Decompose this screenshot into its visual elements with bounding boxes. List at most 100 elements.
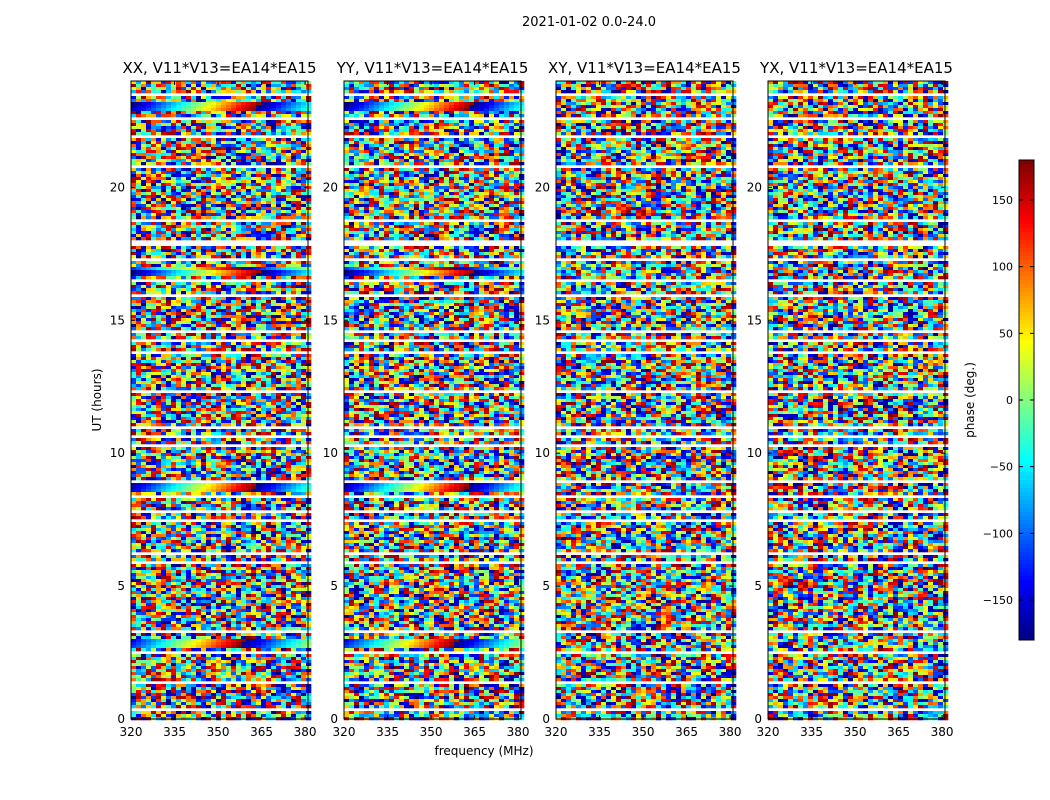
heatmap-cell — [216, 513, 222, 517]
heatmap-cell — [141, 474, 147, 478]
heatmap-cell — [161, 396, 167, 400]
heatmap-cell — [276, 96, 282, 100]
heatmap-cell — [276, 507, 282, 511]
heatmap-cell — [141, 264, 147, 268]
heatmap-cell — [266, 237, 272, 241]
heatmap-cell — [151, 369, 157, 373]
heatmap-cell — [141, 102, 147, 106]
heatmap-cell — [206, 354, 212, 358]
heatmap-cell — [246, 210, 252, 214]
heatmap-cell — [301, 336, 307, 340]
heatmap-cell — [226, 363, 232, 367]
heatmap-cell — [281, 312, 287, 316]
heatmap-cell — [161, 276, 167, 280]
heatmap-cell — [136, 225, 142, 229]
heatmap-cell — [171, 360, 177, 364]
heatmap-cell — [181, 546, 187, 550]
heatmap-cell — [216, 534, 222, 538]
heatmap-cell — [146, 429, 152, 433]
heatmap-cell — [276, 234, 282, 238]
heatmap-cell — [251, 462, 257, 466]
heatmap-cell — [291, 252, 297, 256]
heatmap-cell — [186, 498, 192, 502]
heatmap-cell — [191, 369, 197, 373]
heatmap-cell — [176, 441, 182, 445]
heatmap-cell — [301, 291, 307, 295]
heatmap-cell — [151, 174, 157, 178]
heatmap-cell — [206, 153, 212, 157]
heatmap-cell — [171, 222, 177, 226]
heatmap-cell — [166, 87, 172, 91]
heatmap-cell — [296, 186, 302, 190]
heatmap-cell — [211, 447, 217, 451]
heatmap-cell — [201, 210, 207, 214]
heatmap-cell — [196, 153, 202, 157]
heatmap-cell — [191, 483, 197, 487]
figure-suptitle: 2021-01-02 0.0-24.0 — [522, 15, 656, 30]
heatmap-cell — [256, 147, 262, 151]
heatmap-cell — [226, 126, 232, 130]
heatmap-cell — [186, 189, 192, 193]
heatmap-cell — [181, 285, 187, 289]
heatmap-cell — [156, 213, 162, 217]
heatmap-cell — [131, 417, 137, 421]
heatmap-cell — [241, 171, 247, 175]
heatmap-cell — [271, 144, 277, 148]
heatmap-cell — [181, 486, 187, 490]
heatmap-cell — [221, 456, 227, 460]
heatmap-cell — [216, 420, 222, 424]
heatmap-cell — [176, 186, 182, 190]
heatmap-cell — [166, 276, 172, 280]
heatmap-cell — [171, 102, 177, 106]
heatmap-cell — [146, 228, 152, 232]
heatmap-cell — [246, 225, 252, 229]
heatmap-cell — [151, 324, 157, 328]
heatmap-cell — [206, 486, 212, 490]
heatmap-cell — [276, 156, 282, 160]
heatmap-cell — [141, 297, 147, 301]
heatmap-cell — [156, 162, 162, 166]
heatmap-cell — [296, 414, 302, 418]
heatmap-cell — [256, 486, 262, 490]
heatmap-cell — [286, 459, 292, 463]
heatmap-cell — [261, 492, 267, 496]
heatmap-cell — [271, 432, 277, 436]
heatmap-cell — [166, 96, 172, 100]
heatmap-cell — [216, 369, 222, 373]
heatmap-cell — [181, 537, 187, 541]
heatmap-cell — [161, 333, 167, 337]
heatmap-cell — [201, 231, 207, 235]
heatmap-cell — [201, 513, 207, 517]
heatmap-cell — [281, 327, 287, 331]
heatmap-cell — [306, 471, 312, 475]
heatmap-cell — [251, 237, 257, 241]
heatmap-cell — [231, 177, 237, 181]
heatmap-cell — [131, 147, 137, 151]
heatmap-cell — [286, 471, 292, 475]
heatmap-cell — [256, 297, 262, 301]
heatmap-cell — [131, 387, 137, 391]
heatmap-cell — [301, 234, 307, 238]
heatmap-cell — [131, 354, 137, 358]
heatmap-cell — [271, 105, 277, 109]
heatmap-cell — [301, 375, 307, 379]
heatmap-cell — [186, 354, 192, 358]
heatmap-cell — [131, 399, 137, 403]
heatmap-cell — [266, 504, 272, 508]
heatmap-cell — [266, 171, 272, 175]
heatmap-cell — [211, 534, 217, 538]
heatmap-cell — [256, 411, 262, 415]
heatmap-cell — [186, 183, 192, 187]
heatmap-cell — [231, 309, 237, 313]
heatmap-cell — [276, 126, 282, 130]
heatmap-cell — [181, 462, 187, 466]
heatmap-cell — [186, 222, 192, 226]
heatmap-cell — [141, 153, 147, 157]
heatmap-cell — [156, 420, 162, 424]
heatmap-cell — [151, 222, 157, 226]
heatmap-cell — [256, 111, 262, 115]
heatmap-cell — [161, 183, 167, 187]
heatmap-cell — [166, 153, 172, 157]
heatmap-cell — [216, 522, 222, 526]
heatmap-cell — [141, 186, 147, 190]
